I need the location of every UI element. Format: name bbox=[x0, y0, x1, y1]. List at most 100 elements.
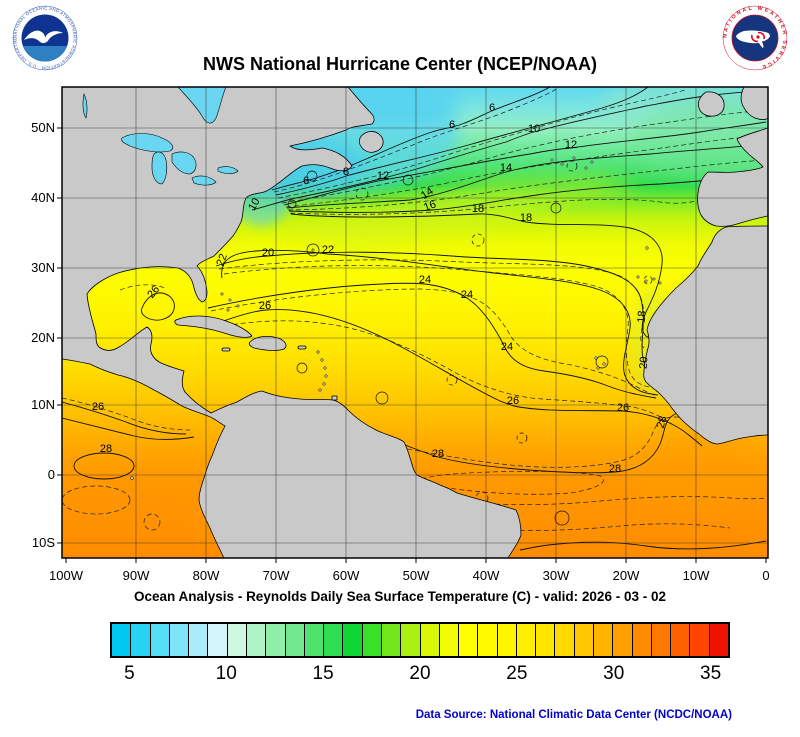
colorbar-cell bbox=[574, 624, 595, 656]
colorbar-cell bbox=[671, 624, 691, 656]
contour-label: 16 bbox=[422, 198, 438, 213]
colorbar-cell bbox=[613, 624, 633, 656]
colorbar-cell bbox=[651, 624, 672, 656]
colorbar-cell bbox=[304, 624, 325, 656]
lon-label: 20W bbox=[613, 568, 640, 583]
colorbar-cell bbox=[285, 624, 305, 656]
hudson-james-bay bbox=[177, 87, 227, 124]
contour-label: 26 bbox=[259, 300, 271, 312]
pacific-warm-eddy bbox=[73, 452, 135, 480]
colorbar-cell bbox=[324, 624, 344, 656]
island-hispaniola bbox=[248, 335, 287, 351]
contour-label: 26 bbox=[617, 402, 629, 414]
noaa-gull-icon bbox=[24, 30, 63, 44]
lon-label: 80W bbox=[193, 568, 220, 583]
colorbar-cell bbox=[362, 624, 382, 656]
contour-label: 20 bbox=[638, 356, 651, 369]
isotherm-26-gulf-loop bbox=[141, 292, 175, 321]
lake-huron bbox=[171, 151, 197, 175]
colorbar-cell bbox=[555, 624, 575, 656]
lake-superior bbox=[121, 133, 174, 153]
contour-label: 6 bbox=[449, 119, 455, 131]
island-ireland bbox=[698, 91, 725, 117]
colorbar-cell bbox=[420, 624, 440, 656]
map-frame bbox=[61, 86, 769, 559]
hurricane-icon bbox=[750, 31, 766, 43]
lake-erie bbox=[191, 175, 217, 186]
colorbar-tick-label: 10 bbox=[215, 663, 237, 684]
colorbar-cell bbox=[690, 624, 710, 656]
lat-label: 40N bbox=[31, 190, 55, 205]
colorbar-cell bbox=[131, 624, 151, 656]
land-masses bbox=[62, 87, 768, 558]
contour-label: 10 bbox=[528, 123, 540, 135]
colorbar-tick-label: 15 bbox=[312, 663, 334, 684]
contour-label: 6 bbox=[489, 102, 495, 114]
lon-label: 70W bbox=[263, 568, 290, 583]
colorbar-tick-label: 30 bbox=[603, 663, 625, 684]
colorbar-cell bbox=[497, 624, 517, 656]
isotherm-14 bbox=[286, 143, 767, 209]
isotherm-pacific-28 bbox=[62, 417, 195, 440]
isotherm-28-south bbox=[519, 540, 767, 551]
nws-logo: NATIONAL WEATHER SERVICE bbox=[722, 5, 788, 71]
contour-label: 28 bbox=[655, 415, 670, 430]
axis-ticks bbox=[57, 127, 767, 563]
colorbar-cell bbox=[246, 624, 267, 656]
contour-label: 24 bbox=[501, 341, 513, 353]
colorbar: 5 10 15 20 25 30 35 bbox=[110, 622, 730, 689]
isotherm-26 bbox=[217, 309, 703, 447]
island-britain bbox=[740, 87, 768, 120]
contour-label: 6 bbox=[303, 175, 309, 187]
lake-winnipeg bbox=[82, 93, 88, 119]
lon-label: 0 bbox=[762, 568, 769, 583]
lon-axis: 100W 90W 80W 70W 60W 50W 40W 30W 20W 10W… bbox=[49, 568, 770, 583]
colorbar-tick-label: 20 bbox=[409, 663, 431, 684]
isotherm-22 bbox=[221, 249, 659, 396]
colorbar-cell bbox=[266, 624, 286, 656]
contour-label: 18 bbox=[472, 203, 484, 215]
data-source-text: Data Source: National Climatic Data Cent… bbox=[415, 709, 732, 721]
colorbar-cell bbox=[150, 624, 170, 656]
contour-label: 28 bbox=[432, 448, 444, 460]
isotherm-pacific-26 bbox=[62, 401, 187, 435]
lat-label: 30N bbox=[31, 260, 55, 275]
colorbar-cell bbox=[439, 624, 460, 656]
lat-label: 10S bbox=[32, 535, 55, 550]
colorbar-cell bbox=[381, 624, 402, 656]
island-newfoundland bbox=[359, 131, 384, 153]
contour-label: 12 bbox=[377, 170, 389, 182]
map-subtitle: Ocean Analysis - Reynolds Daily Sea Surf… bbox=[134, 589, 666, 604]
page-title: NWS National Hurricane Center (NCEP/NOAA… bbox=[202, 54, 598, 74]
colorbar-tick-label: 25 bbox=[506, 663, 528, 684]
small-islands bbox=[130, 156, 662, 480]
isotherm-10 bbox=[251, 89, 767, 211]
contour-label: 24 bbox=[461, 289, 473, 301]
island-trinidad bbox=[331, 395, 338, 401]
noaa-logo: NATIONAL OCEANIC AND ATMOSPHERIC ADMINIS… bbox=[12, 5, 78, 71]
contour-label: 10 bbox=[246, 196, 263, 213]
colorbar-cell bbox=[516, 624, 537, 656]
colorbar-cell bbox=[459, 624, 479, 656]
colorbar-cell bbox=[632, 624, 652, 656]
lon-label: 100W bbox=[49, 568, 84, 583]
isotherm-labels: 6 6 10 12 8 12 6 14 14 10 16 18 18 20 22… bbox=[92, 102, 670, 475]
isotherm-8 bbox=[275, 87, 649, 196]
isotherm-16 bbox=[288, 173, 767, 213]
lake-ontario bbox=[217, 166, 239, 174]
lat-label: 0 bbox=[48, 467, 55, 482]
lon-label: 10W bbox=[683, 568, 710, 583]
isotherm-24 bbox=[207, 282, 657, 399]
lon-label: 50W bbox=[403, 568, 430, 583]
contour-label: 20 bbox=[262, 247, 274, 259]
contour-label: 26 bbox=[507, 395, 519, 407]
colorbar-cell bbox=[343, 624, 363, 656]
colorbar-cell bbox=[478, 624, 498, 656]
island-jamaica bbox=[221, 347, 231, 352]
contour-label: 22 bbox=[322, 244, 334, 256]
lon-label: 60W bbox=[333, 568, 360, 583]
island-puerto-rico bbox=[297, 345, 307, 350]
lat-label: 10N bbox=[31, 397, 55, 412]
sst-map: 50N 40N 30N 20N 10N 0 10S 100W 90W 80W 7… bbox=[31, 86, 770, 583]
colorbar-cell bbox=[594, 624, 614, 656]
